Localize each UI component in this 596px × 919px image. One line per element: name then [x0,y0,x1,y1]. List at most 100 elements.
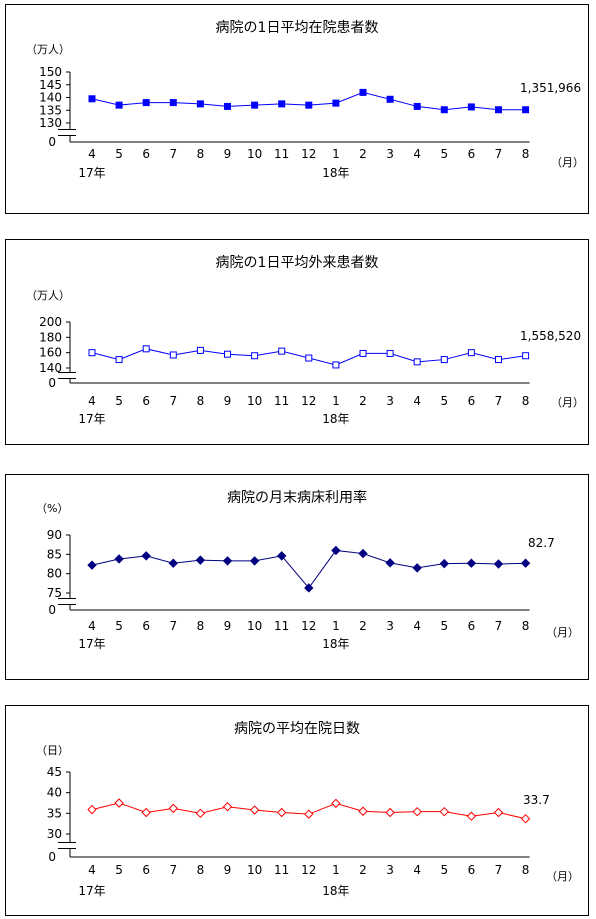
x-tick-label: 11 [274,394,289,408]
data-point [495,356,502,364]
x-tick-label: 6 [468,863,476,877]
data-point [413,358,421,366]
data-point [520,558,531,568]
chart-panel-inpatients: 病院の1日平均在院患者数 （万人） （月） 1,351,966 150 145 14… [5,4,589,214]
x-tick-label: 6 [142,863,150,877]
x-tick-label: 3 [386,619,394,633]
x-tick-label: 4 [88,619,96,633]
data-point [276,807,287,818]
y-tick-label: 75 [47,586,62,600]
x-tick-label: 6 [142,619,150,633]
x-tick-label: 5 [440,394,448,408]
x-tick-label: 4 [88,147,96,161]
data-point [413,102,421,110]
data-point [168,803,179,814]
data-point [88,349,96,357]
x-tick-label: 6 [142,394,150,408]
y-axis-unit: （万人） [26,289,70,302]
x-tick-label: 10 [247,394,262,408]
x-tick-label: 11 [274,863,289,877]
x-axis-unit: （月） [551,156,584,169]
last-value-label: 82.7 [528,536,555,550]
data-point [249,556,260,566]
x-tick-label: 9 [224,147,232,161]
x-tick-label: 9 [224,863,232,877]
data-point [114,798,124,808]
y-tick-label-zero: 0 [48,603,56,617]
data-point [412,563,422,573]
data-point [88,95,96,103]
data-point [195,808,206,819]
data-point [115,101,123,109]
year-label: 17年 [78,884,105,898]
y-tick-label: 140 [39,91,62,105]
year-label: 18年 [322,166,349,180]
x-tick-label: 3 [386,394,394,408]
y-tick-label: 90 [47,528,62,542]
year-label: 17年 [78,412,105,426]
y-tick-label: 135 [39,103,62,117]
data-point [331,798,341,809]
x-tick-label: 12 [301,147,316,161]
x-tick-label: 4 [413,863,421,877]
year-label: 18年 [322,637,349,651]
data-point [276,551,287,561]
y-axis-unit: （日） [36,744,69,757]
x-tick-label: 5 [115,619,123,633]
x-tick-label: 5 [115,863,123,877]
x-tick-label: 2 [359,394,367,408]
year-label: 17年 [78,637,105,651]
x-tick-label: 10 [247,863,262,877]
x-axis-unit: （月） [551,396,584,409]
x-tick-label: 2 [359,863,367,877]
x-tick-label: 8 [522,394,530,408]
data-point [386,95,394,103]
x-tick-label: 1 [332,863,340,877]
x-tick-label: 8 [197,863,205,877]
x-tick-label: 3 [386,147,394,161]
data-point [304,809,314,819]
x-tick-label: 10 [247,619,262,633]
axis-break-gap [68,372,72,379]
x-tick-label: 11 [274,147,289,161]
data-point [305,101,313,109]
x-tick-label: 5 [115,394,123,408]
data-point [195,555,206,565]
x-tick-label: 2 [359,147,367,161]
data-point [466,558,477,568]
data-point [169,351,177,359]
chart-panel-length-of-stay: 病院の平均在院日数 （日） （月） 33.7 45 40 35 30 0 4 5 6 7 8 9 10… [5,705,589,916]
x-tick-label: 7 [169,619,177,633]
data-point [493,559,504,569]
data-point [251,352,259,360]
chart-title: 病院の月末病床利用率 [227,490,367,506]
data-point [87,804,97,815]
x-tick-label: 6 [468,147,476,161]
y-tick-label: 35 [47,806,62,820]
y-tick-label: 140 [39,361,62,375]
data-point [305,354,313,362]
data-point [385,558,395,568]
y-tick-label: 130 [39,116,62,130]
x-tick-label: 4 [413,147,421,161]
x-tick-label: 7 [495,147,503,161]
data-point [386,349,394,357]
data-point [493,807,504,818]
data-point [87,560,97,570]
x-tick-label: 7 [169,394,177,408]
chart-panel-bed-occupancy: 病院の月末病床利用率 （%） （月） 82.7 90 85 80 75 0 4 5 6 7 8 9 1… [5,474,589,680]
x-axis-unit: （月） [546,626,579,639]
data-point [114,554,124,564]
data-point [142,345,150,353]
data-point [249,805,260,815]
data-point [412,806,422,817]
x-tick-label: 7 [495,394,503,408]
data-point [385,807,395,818]
axis-break-gap [68,598,72,605]
data-point [224,350,231,358]
last-value-label: 33.7 [523,793,550,807]
data-point [224,102,231,110]
data-point [196,346,204,354]
